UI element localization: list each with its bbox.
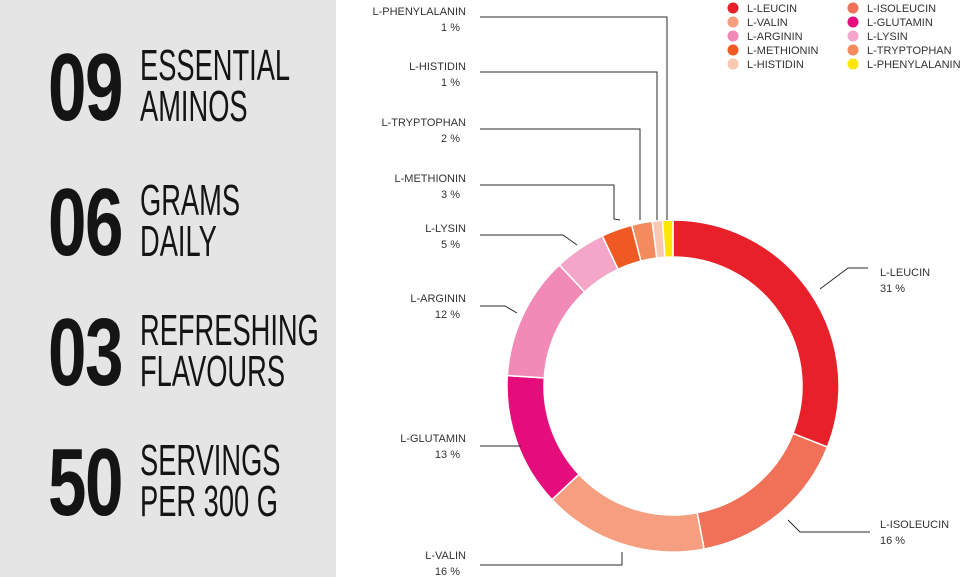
legend-label: L-HISTIDIN [747, 59, 804, 71]
slice-value-l-methionin: 3 % [441, 189, 460, 201]
slice-value-l-leucin: 31 % [880, 283, 905, 295]
stat-number: 03 [48, 299, 123, 406]
slice-label-l-valin: L-VALIN [425, 550, 466, 562]
slice-value-l-isoleucin: 16 % [880, 535, 905, 547]
legend-label: L-TRYPTOPHAN [867, 45, 952, 57]
slice-label-l-histidin: L-HISTIDIN [409, 61, 466, 73]
legend-swatch [847, 2, 859, 14]
slice-l-leucin [672, 219, 840, 449]
legend-item-l-leucin: L-LEUCIN [727, 2, 797, 15]
legend-label: L-ARGININ [747, 31, 803, 43]
legend-item-l-valin: L-VALIN [727, 16, 788, 29]
slice-l-valin [550, 473, 705, 553]
legend-item-l-lysin: L-LYSIN [847, 30, 908, 43]
legend-swatch [847, 30, 859, 42]
slice-label-l-tryptophan: L-TRYPTOPHAN [381, 117, 466, 129]
stat-label: ESSENTIAL AMINOS [140, 41, 291, 131]
legend-swatch [727, 30, 739, 42]
slice-value-l-phenylalanin: 1 % [441, 22, 460, 34]
legend-label: L-ISOLEUCIN [867, 3, 936, 15]
legend-swatch [727, 16, 739, 28]
legend-item-l-arginin: L-ARGININ [727, 30, 803, 43]
stats-panel: 09 ESSENTIAL AMINOS 06 GRAMS DAILY 03 RE… [0, 0, 336, 577]
slice-label-l-phenylalanin: L-PHENYLALANIN [372, 6, 466, 18]
leader-line [480, 184, 621, 221]
legend-label: L-LEUCIN [747, 3, 797, 15]
legend-item-l-isoleucin: L-ISOLEUCIN [847, 2, 936, 15]
leader-line [480, 71, 658, 220]
stat-number: 50 [48, 429, 123, 536]
stat-label-line2: FLAVOURS [140, 347, 286, 396]
legend-item-l-histidin: L-HISTIDIN [727, 58, 804, 71]
legend-label: L-METHIONIN [747, 45, 819, 57]
leader-line [480, 305, 518, 314]
legend-item-l-tryptophan: L-TRYPTOPHAN [847, 44, 952, 57]
stat-label-line2: AMINOS [140, 82, 248, 131]
stat-label-line1: GRAMS [140, 176, 241, 225]
stat-label-line1: ESSENTIAL [140, 41, 291, 90]
stat-label-line2: PER 300 G [140, 477, 278, 526]
slice-labels: L-LEUCIN 31 % L-ISOLEUCIN 16 % L-VALIN 16 % L-… [372, 6, 949, 577]
slice-label-l-leucin: L-LEUCIN [880, 267, 930, 279]
leader-line [480, 128, 641, 220]
slice-value-l-lysin: 5 % [441, 239, 460, 251]
legend-item-l-phenylalanin: L-PHENYLALANIN [847, 58, 961, 71]
legend-swatch [847, 58, 859, 70]
stat-label-line1: SERVINGS [140, 436, 281, 485]
slice-label-l-methionin: L-METHIONIN [395, 173, 467, 185]
slice-l-arginin [506, 263, 586, 379]
leader-line [480, 552, 623, 566]
legend-swatch [727, 58, 739, 70]
slice-label-l-glutamin: L-GLUTAMIN [400, 433, 466, 445]
leader-line [480, 234, 578, 246]
leader-line [819, 267, 868, 290]
donut-slices [506, 219, 840, 553]
legend-item-l-glutamin: L-GLUTAMIN [847, 16, 933, 29]
legend-swatch [727, 2, 739, 14]
slice-value-l-glutamin: 13 % [435, 449, 460, 461]
stat-number: 09 [48, 34, 123, 141]
slice-l-phenylalanin [661, 219, 674, 259]
legend-item-l-methionin: L-METHIONIN [727, 44, 819, 57]
chart-legend: L-LEUCIN L-ISOLEUCIN L-VALIN L-GLUTAMIN L-AR… [727, 2, 961, 71]
legend-label: L-PHENYLALANIN [867, 59, 961, 71]
slice-label-l-arginin: L-ARGININ [410, 293, 466, 305]
slice-value-l-histidin: 1 % [441, 77, 460, 89]
legend-swatch [847, 16, 859, 28]
slice-l-glutamin [506, 374, 581, 501]
slice-value-l-arginin: 12 % [435, 309, 460, 321]
leader-lines [480, 16, 870, 566]
legend-label: L-VALIN [747, 17, 788, 29]
slice-label-l-isoleucin: L-ISOLEUCIN [880, 519, 949, 531]
slice-value-l-valin: 16 % [435, 566, 460, 577]
legend-label: L-LYSIN [867, 31, 908, 43]
stat-label: SERVINGS PER 300 G [140, 436, 281, 526]
stat-label: REFRESHING FLAVOURS [140, 306, 319, 396]
stat-label-line1: REFRESHING [140, 306, 319, 355]
legend-label: L-GLUTAMIN [867, 17, 933, 29]
slice-value-l-tryptophan: 2 % [441, 133, 460, 145]
leader-line [787, 519, 870, 533]
stat-label: GRAMS DAILY [140, 176, 241, 266]
stat-label-line2: DAILY [140, 217, 217, 266]
legend-swatch [847, 44, 859, 56]
legend-swatch [727, 44, 739, 56]
stat-number: 06 [48, 169, 123, 276]
leader-line [480, 16, 668, 220]
slice-label-l-lysin: L-LYSIN [425, 223, 466, 235]
